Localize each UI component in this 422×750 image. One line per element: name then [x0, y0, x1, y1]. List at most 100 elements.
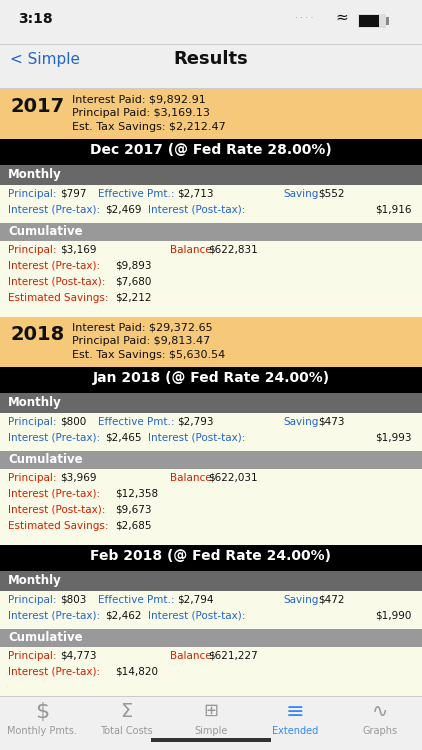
- Text: $12,358: $12,358: [115, 489, 158, 499]
- Text: Principal:: Principal:: [8, 245, 57, 255]
- Text: ≡: ≡: [286, 702, 305, 722]
- Text: Principal:: Principal:: [8, 189, 57, 199]
- Text: $7,680: $7,680: [115, 277, 151, 287]
- Text: $622,031: $622,031: [208, 473, 257, 483]
- Text: Balance:: Balance:: [170, 473, 215, 483]
- Text: Principal:: Principal:: [8, 417, 57, 427]
- Bar: [0, 88, 422, 89]
- Text: Σ: Σ: [120, 702, 133, 721]
- Text: $3,169: $3,169: [60, 245, 97, 255]
- Text: Saving:: Saving:: [283, 189, 322, 199]
- Text: 2018: 2018: [10, 325, 64, 344]
- Text: Dec 2017 (@ Fed Rate 28.00%): Dec 2017 (@ Fed Rate 28.00%): [90, 143, 332, 157]
- Text: Effective Pmt.:: Effective Pmt.:: [98, 417, 175, 427]
- Text: $552: $552: [318, 189, 344, 199]
- Text: $473: $473: [318, 417, 344, 427]
- Bar: [0, 223, 422, 241]
- Bar: [0, 469, 422, 545]
- Text: Interest (Post-tax):: Interest (Post-tax):: [148, 611, 245, 621]
- Text: Interest (Pre-tax):: Interest (Pre-tax):: [8, 205, 100, 215]
- Text: Monthly: Monthly: [8, 396, 62, 409]
- Text: Interest Paid: $29,372.65: Interest Paid: $29,372.65: [72, 322, 213, 332]
- Text: Saving:: Saving:: [283, 417, 322, 427]
- Bar: [0, 591, 422, 629]
- Bar: [0, 317, 422, 367]
- Text: $472: $472: [318, 595, 344, 605]
- Text: $797: $797: [60, 189, 87, 199]
- Bar: [0, 139, 422, 165]
- Text: Monthly Pmts.: Monthly Pmts.: [7, 726, 77, 736]
- Text: Est. Tax Savings: $5,630.54: Est. Tax Savings: $5,630.54: [72, 350, 225, 360]
- Text: Balance:: Balance:: [170, 651, 215, 661]
- Bar: [151, 738, 271, 742]
- Text: $3,969: $3,969: [60, 473, 97, 483]
- Bar: [0, 241, 422, 317]
- Text: Principal Paid: $3,169.13: Principal Paid: $3,169.13: [72, 108, 210, 118]
- Text: $9,893: $9,893: [115, 261, 151, 271]
- Text: $14,820: $14,820: [115, 667, 158, 677]
- Text: Principal:: Principal:: [8, 651, 57, 661]
- Text: $800: $800: [60, 417, 86, 427]
- Text: Interest (Pre-tax):: Interest (Pre-tax):: [8, 261, 100, 271]
- Text: $4,773: $4,773: [60, 651, 97, 661]
- Text: $1,993: $1,993: [376, 433, 412, 443]
- Bar: [358, 14, 386, 28]
- Bar: [0, 696, 422, 697]
- Text: 2017: 2017: [10, 97, 64, 116]
- Text: $2,685: $2,685: [115, 521, 151, 531]
- Text: Cumulative: Cumulative: [8, 631, 83, 644]
- Text: Cumulative: Cumulative: [8, 453, 83, 466]
- Text: Interest (Pre-tax):: Interest (Pre-tax):: [8, 667, 100, 677]
- Bar: [0, 451, 422, 469]
- Text: Results: Results: [173, 50, 249, 68]
- Text: Principal Paid: $9,813.47: Principal Paid: $9,813.47: [72, 336, 210, 346]
- Text: Effective Pmt.:: Effective Pmt.:: [98, 595, 175, 605]
- Bar: [0, 629, 422, 647]
- Text: Feb 2018 (@ Fed Rate 24.00%): Feb 2018 (@ Fed Rate 24.00%): [90, 549, 332, 563]
- Bar: [0, 413, 422, 451]
- Text: $1,990: $1,990: [376, 611, 412, 621]
- Text: Estimated Savings:: Estimated Savings:: [8, 521, 108, 531]
- Text: $2,212: $2,212: [115, 293, 151, 303]
- Text: Principal:: Principal:: [8, 473, 57, 483]
- Text: Balance:: Balance:: [170, 245, 215, 255]
- Text: $803: $803: [60, 595, 87, 605]
- Text: $622,831: $622,831: [208, 245, 258, 255]
- Text: $2,469: $2,469: [105, 205, 141, 215]
- Text: Interest (Pre-tax):: Interest (Pre-tax):: [8, 433, 100, 443]
- Bar: [0, 647, 422, 685]
- Bar: [0, 367, 422, 393]
- Text: Interest Paid: $9,892.91: Interest Paid: $9,892.91: [72, 94, 206, 104]
- Text: ∿: ∿: [372, 702, 388, 721]
- Bar: [0, 545, 422, 571]
- Text: 3:18: 3:18: [18, 12, 53, 26]
- Text: Monthly: Monthly: [8, 168, 62, 181]
- Text: $2,462: $2,462: [105, 611, 141, 621]
- Text: Cumulative: Cumulative: [8, 225, 83, 238]
- Text: Principal:: Principal:: [8, 595, 57, 605]
- Bar: [0, 697, 422, 750]
- Text: $2,793: $2,793: [177, 417, 214, 427]
- Text: · · · ·: · · · ·: [295, 14, 314, 23]
- Text: Interest (Pre-tax):: Interest (Pre-tax):: [8, 611, 100, 621]
- Bar: [386, 17, 389, 25]
- Bar: [0, 185, 422, 223]
- Text: Interest (Post-tax):: Interest (Post-tax):: [148, 205, 245, 215]
- Bar: [0, 571, 422, 591]
- Text: Monthly: Monthly: [8, 574, 62, 587]
- Bar: [0, 44, 422, 45]
- Text: Interest (Post-tax):: Interest (Post-tax):: [148, 433, 245, 443]
- Bar: [0, 685, 422, 696]
- Bar: [0, 165, 422, 185]
- Text: $: $: [35, 702, 49, 722]
- Bar: [359, 15, 379, 27]
- Text: Est. Tax Savings: $2,212.47: Est. Tax Savings: $2,212.47: [72, 122, 226, 132]
- Text: Total Costs: Total Costs: [100, 726, 153, 736]
- Text: Graphs: Graphs: [362, 726, 398, 736]
- Text: Jan 2018 (@ Fed Rate 24.00%): Jan 2018 (@ Fed Rate 24.00%): [92, 371, 330, 385]
- Bar: [0, 393, 422, 413]
- Text: $9,673: $9,673: [115, 505, 151, 515]
- Text: ⊞: ⊞: [203, 702, 219, 720]
- Text: ≈: ≈: [335, 10, 348, 25]
- Text: $2,713: $2,713: [177, 189, 214, 199]
